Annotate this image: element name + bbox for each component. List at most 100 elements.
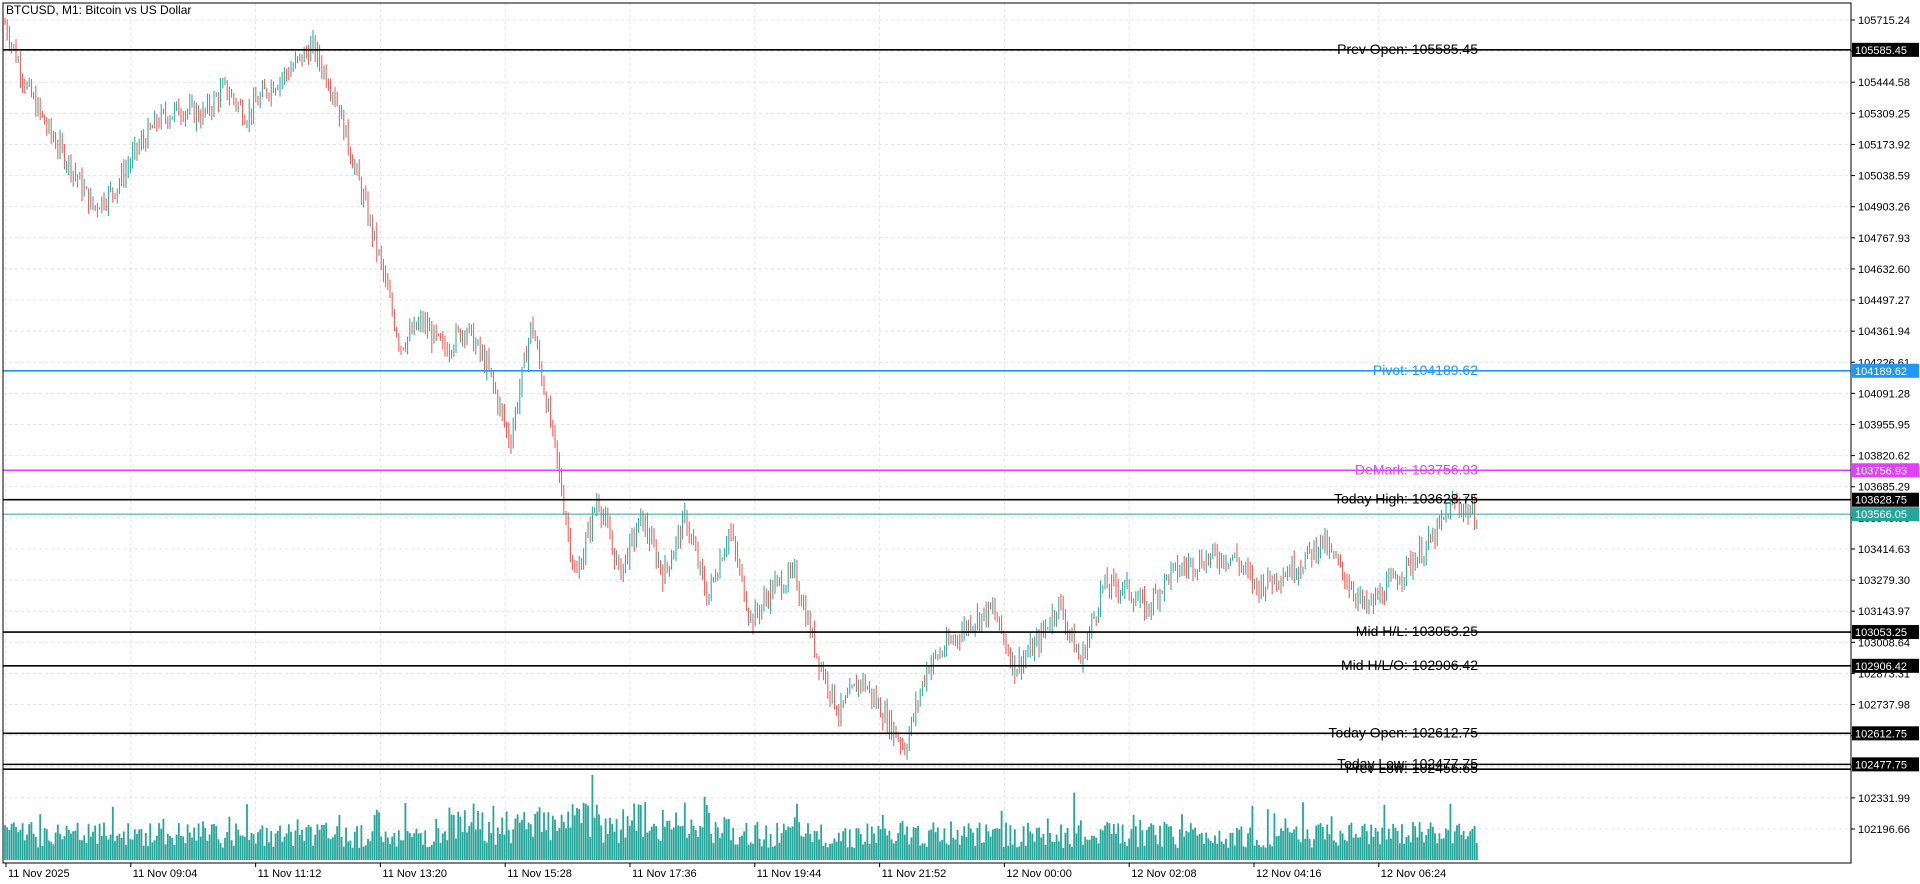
volume-bar <box>265 827 268 860</box>
volume-bar <box>958 844 961 860</box>
volume-bar <box>998 828 1001 860</box>
volume-bar <box>822 845 825 860</box>
volume-bar <box>1005 822 1007 860</box>
volume-bar <box>184 843 187 860</box>
level-tag-text: 104189.62 <box>1855 366 1907 378</box>
volume-bar <box>125 845 127 860</box>
volume-bar <box>490 833 493 860</box>
volume-bar <box>103 822 105 860</box>
volume-bar <box>1053 841 1056 860</box>
volume-bar <box>1352 837 1355 860</box>
volume-bar <box>692 825 695 860</box>
volume-bar <box>1148 826 1150 860</box>
level-label: Mid H/L: 103053.25 <box>1356 623 1478 639</box>
volume-bar <box>1115 833 1117 860</box>
volume-bar <box>144 832 147 860</box>
volume-bar <box>1462 830 1465 860</box>
level-label: DeMark: 103756.93 <box>1355 461 1478 477</box>
volume-bar <box>481 812 484 860</box>
volume-bar <box>147 846 149 860</box>
volume-bar <box>813 831 816 860</box>
volume-bar <box>15 827 17 860</box>
volume-bar <box>760 846 763 860</box>
volume-bar <box>1394 827 1397 860</box>
volume-bar <box>1295 826 1298 860</box>
volume-bar <box>600 825 603 860</box>
volume-bar <box>424 830 427 860</box>
level-label: Prev Open: 105585.45 <box>1337 41 1478 57</box>
volume-bar <box>730 840 732 860</box>
chart-title: BTCUSD, M1: Bitcoin vs US Dollar <box>6 3 191 17</box>
volume-bar <box>349 840 352 860</box>
volume-bar <box>534 813 537 860</box>
volume-bar <box>1297 839 1300 860</box>
volume-bar <box>173 844 176 860</box>
volume-bar <box>382 842 385 860</box>
volume-bar <box>294 830 297 860</box>
volume-bar <box>901 821 904 860</box>
volume-bar <box>1383 804 1386 860</box>
volume-bar <box>1200 832 1203 860</box>
volume-bar <box>309 826 312 860</box>
volume-bar <box>767 847 770 860</box>
volume-bar <box>318 829 321 860</box>
volume-bar <box>1249 827 1252 860</box>
volume-bar <box>1238 829 1241 860</box>
volume-bar <box>1363 823 1366 860</box>
volume-bar <box>653 823 655 860</box>
volume-bar <box>1319 823 1322 860</box>
volume-bar <box>292 845 295 860</box>
volume-bar <box>1024 845 1027 860</box>
volume-bar <box>1396 830 1399 860</box>
volume-bar <box>809 833 812 860</box>
volume-bar <box>708 812 710 860</box>
volume-bar <box>584 804 587 860</box>
volume-bar <box>820 824 823 860</box>
volume-bar <box>532 836 534 860</box>
volume-bar <box>241 835 244 860</box>
volume-bar <box>1126 845 1128 860</box>
volume-bar <box>1368 844 1370 860</box>
volume-bar <box>752 843 754 860</box>
volume-bar <box>470 822 473 860</box>
volume-bar <box>980 842 983 860</box>
volume-bar <box>65 825 68 860</box>
volume-bar <box>1242 846 1245 860</box>
volume-bar <box>930 829 933 860</box>
price-tick-label: 105444.58 <box>1858 77 1910 89</box>
volume-bar <box>804 833 807 860</box>
volume-bar <box>17 832 20 860</box>
volume-bar <box>1304 838 1307 860</box>
price-tick-label: 104497.27 <box>1858 295 1910 307</box>
volume-bar <box>1341 833 1344 860</box>
volume-bar <box>932 822 935 860</box>
volume-bar <box>257 832 259 860</box>
volume-bar <box>111 806 114 860</box>
volume-bar <box>1022 826 1025 860</box>
volume-bar <box>72 831 75 860</box>
volume-bar <box>617 842 620 860</box>
volume-bar <box>1194 827 1197 860</box>
volume-bar <box>252 834 255 860</box>
volume-bar <box>1143 845 1146 860</box>
volume-bar <box>48 840 50 860</box>
volume-bar <box>1207 838 1210 860</box>
volume-bar <box>914 827 917 860</box>
volume-bar <box>433 841 435 860</box>
volume-bar <box>488 821 490 860</box>
volume-bar <box>965 836 968 860</box>
volume-bar <box>1427 828 1430 860</box>
volume-bar <box>461 831 464 860</box>
volume-bar <box>1258 844 1260 860</box>
volume-bar <box>1365 831 1368 860</box>
volume-bar <box>1029 831 1032 860</box>
volume-bar <box>1183 836 1186 860</box>
volume-bar <box>373 815 376 860</box>
volume-bar <box>1178 829 1181 860</box>
volume-bar <box>864 841 867 860</box>
level-tag-bg <box>1852 757 1919 772</box>
volume-bar <box>285 833 288 860</box>
volume-bar <box>510 843 512 860</box>
volume-bar <box>1357 837 1359 860</box>
